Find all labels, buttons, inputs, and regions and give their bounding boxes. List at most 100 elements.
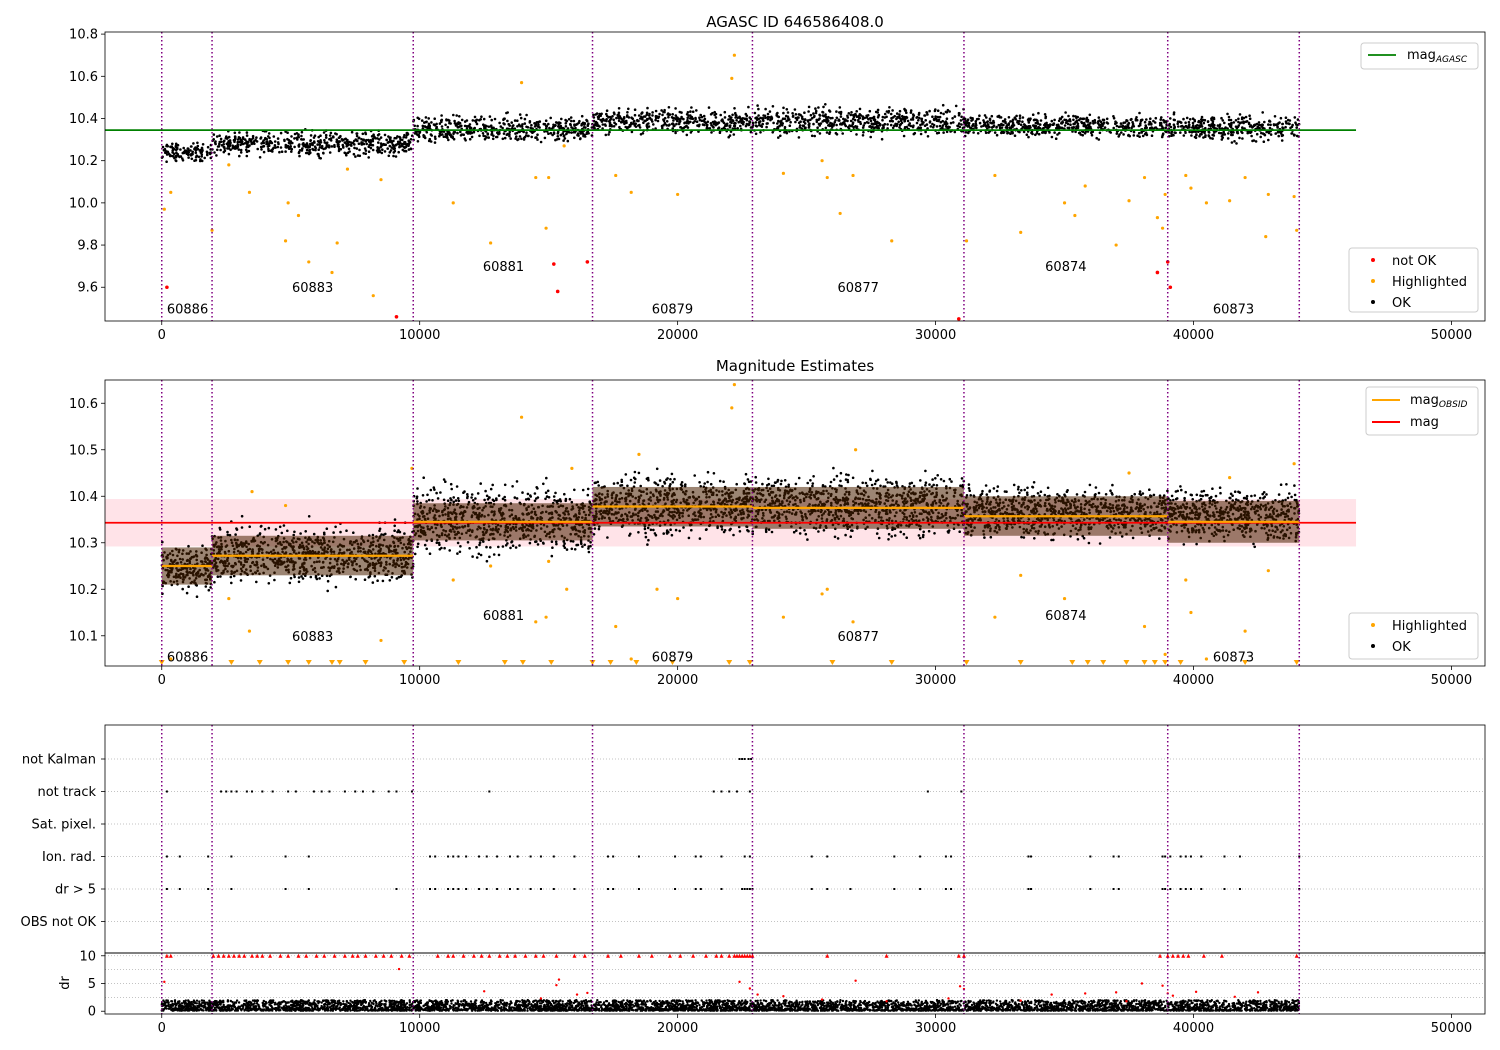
flag-point [320, 790, 323, 793]
dr-clipped-marker [260, 953, 265, 958]
flag-point [496, 888, 499, 890]
flag-point [447, 855, 450, 858]
highlighted-point [565, 587, 569, 591]
flags-panel: not Kalman not track Sat. pixel. Ion. rad. d… [21, 724, 1486, 954]
dr-outlier-point [854, 979, 857, 982]
flag-point [674, 888, 677, 890]
flag-point [529, 855, 532, 858]
flag-point [950, 888, 953, 890]
below-axis-marker [1017, 660, 1024, 665]
highlighted-point [732, 383, 736, 387]
flag-point [893, 855, 896, 858]
below-axis-marker [285, 660, 292, 665]
flag-point [743, 888, 746, 890]
dr-outlier-point [586, 991, 589, 995]
highlighted-point [247, 190, 252, 194]
highlighted-point [544, 615, 548, 619]
flag-point [245, 790, 248, 793]
flag-point [328, 790, 331, 793]
flag-point [395, 790, 398, 793]
below-axis-marker [228, 660, 235, 665]
flag-point [694, 855, 697, 858]
flag-row-label: Sat. pixel. [32, 818, 96, 833]
plot-area: 60886 60883 60881 60879 60877 60874 60873 [105, 380, 1357, 666]
flag-point [343, 790, 346, 793]
flag-point [457, 855, 460, 858]
highlighted-point [851, 173, 855, 178]
below-axis-marker [1293, 660, 1300, 665]
dr-clipped-marker [389, 953, 394, 958]
flag-point [748, 888, 751, 890]
highlighted-point [1292, 462, 1296, 466]
flag-row-label: not track [37, 785, 96, 800]
dr-clipped-marker [407, 953, 412, 958]
flag-point [1027, 855, 1030, 858]
flag-point [361, 790, 364, 793]
flag-point [485, 888, 488, 890]
obsid-label: 60883 [292, 630, 333, 645]
flag-point [539, 888, 542, 890]
dr-clipped-marker [216, 953, 221, 958]
highlighted-point [1204, 657, 1209, 661]
highlighted-point [544, 226, 548, 230]
x-tick-label: 30000 [915, 328, 956, 343]
legend-mag-text: mag [1410, 393, 1439, 408]
flag-point [960, 790, 963, 793]
legend-subscript-text: OBSID [1439, 400, 1468, 410]
flag-point [1030, 855, 1033, 858]
highlighted-point [547, 559, 551, 563]
x-tick-label: 0 [158, 328, 166, 343]
flag-point [1117, 888, 1120, 890]
flag-point [478, 888, 481, 890]
y-tick-label: 10.4 [69, 490, 98, 505]
flag-point [496, 855, 499, 858]
dr-outlier-point [738, 980, 741, 984]
highlighted-point [637, 452, 641, 457]
flag-point [508, 855, 511, 858]
highlighted-point [1019, 230, 1023, 235]
dr-clipped-marker [332, 953, 337, 958]
flag-point [750, 758, 753, 760]
dr-clipped-marker [446, 953, 451, 958]
dr-clipped-marker [487, 953, 492, 958]
flag-point [1238, 888, 1241, 890]
flag-point [261, 790, 264, 793]
flag-point [1200, 888, 1203, 890]
dr-clipped-marker [497, 953, 502, 958]
highlighted-point [629, 190, 633, 194]
flag-point [743, 855, 746, 858]
flag-point [1169, 888, 1172, 890]
dr-clipped-marker [268, 953, 273, 958]
below-axis-marker [328, 660, 335, 665]
flag-point [1189, 855, 1192, 858]
flag-point [741, 888, 744, 890]
y-tick-label: 0 [88, 1005, 96, 1020]
flag-point [478, 855, 481, 858]
flag-point [826, 855, 829, 858]
flag-point [372, 790, 375, 793]
dr-clipped-marker [533, 953, 538, 958]
flag-point [637, 888, 640, 890]
legend-mag-text: mag [1407, 48, 1436, 63]
below-axis-marker [829, 660, 836, 665]
below-axis-marker [888, 660, 895, 665]
below-axis-marker [1242, 660, 1249, 665]
dr-clipped-marker [237, 953, 242, 958]
flag-point [1161, 888, 1164, 890]
flag-point [178, 855, 181, 858]
highlighted-point [489, 564, 493, 568]
dr-clipped-marker [363, 953, 368, 958]
highlighted-point [629, 657, 633, 661]
legend-label: Highlighted [1392, 275, 1467, 290]
legend-subscript-text: AGASC [1435, 55, 1468, 65]
highlighted-point [781, 171, 785, 175]
flag-point [452, 855, 455, 858]
highlighted-point [210, 228, 214, 232]
dr-outlier-point [1125, 1000, 1128, 1003]
highlighted-point [1266, 192, 1270, 197]
highlighted-point [227, 163, 231, 167]
y-tick-label: 10 [79, 949, 96, 964]
dr-clipped-marker [961, 953, 966, 958]
obsid-label: 60879 [652, 651, 693, 666]
legend-label: OK [1392, 640, 1411, 655]
